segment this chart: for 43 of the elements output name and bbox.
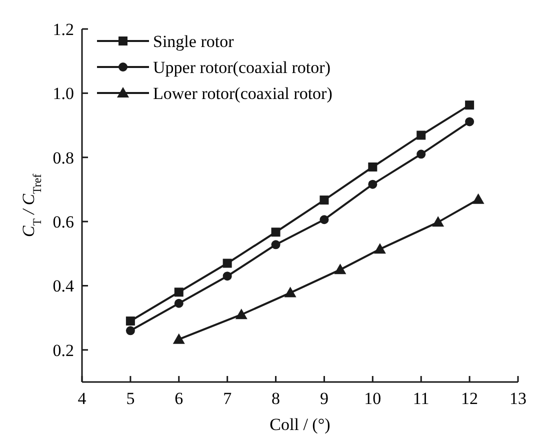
point bbox=[284, 286, 296, 298]
x-tick-label: 8 bbox=[272, 389, 280, 408]
point bbox=[465, 100, 474, 110]
x-tick-label: 9 bbox=[320, 389, 328, 408]
x-tick-label: 13 bbox=[510, 389, 526, 408]
x-tick-label: 10 bbox=[364, 389, 382, 408]
y-tick-label: 0.4 bbox=[52, 276, 74, 296]
x-tick-label: 6 bbox=[174, 389, 184, 408]
point bbox=[126, 326, 135, 336]
point bbox=[271, 240, 280, 250]
x-tick-label: 7 bbox=[223, 389, 232, 408]
point bbox=[320, 196, 329, 205]
point bbox=[222, 272, 232, 281]
x-tick-label: 12 bbox=[461, 389, 478, 408]
point bbox=[368, 180, 378, 189]
point bbox=[465, 117, 474, 126]
point bbox=[432, 216, 444, 227]
point bbox=[174, 298, 184, 308]
legend-label: Lower rotor(coaxial rotor) bbox=[153, 84, 332, 103]
point bbox=[222, 258, 232, 268]
y-tick-label: 0.2 bbox=[52, 340, 74, 360]
point bbox=[126, 316, 135, 326]
x-tick-label: 5 bbox=[126, 389, 135, 408]
y-tick-label: 1.0 bbox=[52, 84, 74, 104]
y-tick-label: 0.8 bbox=[52, 148, 74, 168]
point bbox=[416, 130, 426, 140]
x-axis-title: Coll / (°) bbox=[270, 415, 330, 434]
point bbox=[235, 308, 248, 320]
y-tick-label: 1.2 bbox=[52, 20, 74, 39]
x-tick-label: 11 bbox=[412, 389, 430, 408]
point bbox=[320, 215, 329, 224]
point bbox=[174, 288, 184, 297]
point bbox=[368, 162, 378, 172]
point bbox=[334, 264, 346, 274]
point bbox=[172, 333, 185, 344]
point bbox=[472, 193, 484, 204]
point bbox=[416, 150, 426, 159]
legend-label: Single rotor bbox=[153, 32, 234, 51]
x-tick-label: 4 bbox=[78, 389, 87, 408]
point bbox=[271, 228, 280, 237]
legend-label: Upper rotor(coaxial rotor) bbox=[153, 58, 330, 77]
y-tick-label: 0.6 bbox=[52, 212, 74, 232]
point bbox=[374, 243, 386, 254]
